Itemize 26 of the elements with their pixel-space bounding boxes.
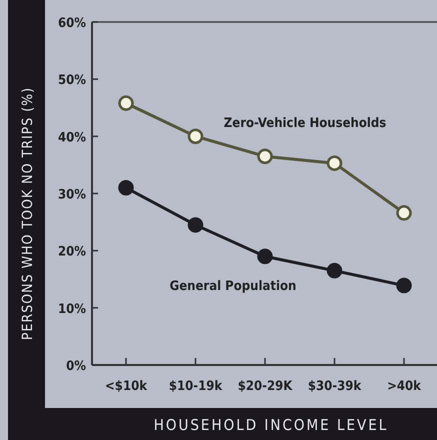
point xyxy=(396,278,412,294)
point xyxy=(118,180,134,196)
point xyxy=(257,248,273,264)
y-tick-label: 40% xyxy=(58,130,86,146)
y-tick-label: 20% xyxy=(58,244,86,260)
point xyxy=(396,205,412,221)
point xyxy=(326,262,342,278)
x-tick-label: $20-29K xyxy=(238,379,294,394)
point xyxy=(257,148,273,164)
y-tick-label: 60% xyxy=(58,16,86,31)
x-tick-label: <$10k xyxy=(105,379,148,394)
point xyxy=(188,128,204,144)
x-tick-label: $10-19k xyxy=(168,379,222,394)
y-tick-label: 10% xyxy=(58,302,86,317)
y-tick-label: 0% xyxy=(66,359,86,374)
x-tick-label: $30-39k xyxy=(308,379,362,394)
x-axis-title: HOUSEHOLD INCOME LEVEL xyxy=(154,416,388,434)
series-label: Zero-Vehicle Households xyxy=(224,116,386,131)
y-tick-label: 30% xyxy=(58,188,86,202)
y-tick-label: 50% xyxy=(58,73,86,88)
x-tick-label: >40k xyxy=(387,379,422,394)
point xyxy=(326,155,342,171)
point xyxy=(188,217,204,233)
series-label: General Population xyxy=(170,279,296,294)
y-axis-title: PERSONS WHO TOOK NO TRIPS (%) xyxy=(20,86,36,340)
point xyxy=(118,95,134,111)
